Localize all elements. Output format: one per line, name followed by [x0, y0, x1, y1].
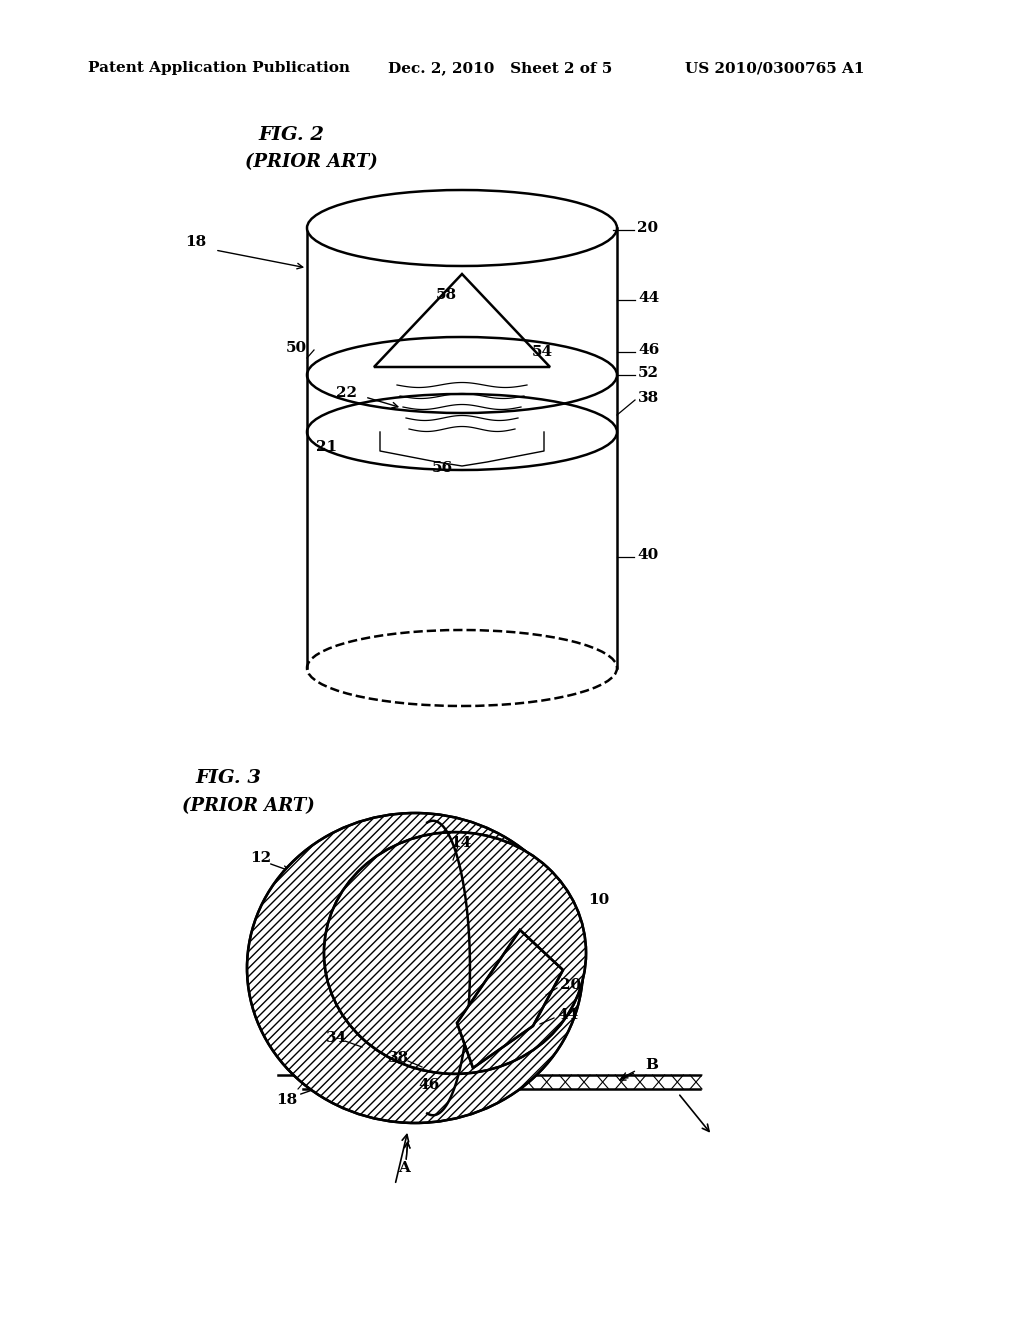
- Text: FIG. 2: FIG. 2: [258, 125, 324, 144]
- Text: 40: 40: [637, 548, 658, 562]
- Text: 34: 34: [326, 1031, 347, 1045]
- Text: (PRIOR ART): (PRIOR ART): [182, 797, 314, 814]
- Ellipse shape: [324, 832, 586, 1074]
- Text: B: B: [645, 1059, 658, 1072]
- Text: Patent Application Publication: Patent Application Publication: [88, 61, 350, 75]
- Text: FIG. 3: FIG. 3: [195, 770, 261, 787]
- Text: 44: 44: [638, 290, 659, 305]
- Text: 46: 46: [638, 343, 659, 356]
- Text: 12: 12: [250, 851, 271, 865]
- Text: 46: 46: [418, 1078, 439, 1092]
- Text: 20: 20: [560, 978, 582, 993]
- Polygon shape: [457, 931, 563, 1068]
- Text: 10: 10: [588, 894, 609, 907]
- Ellipse shape: [247, 813, 583, 1123]
- Text: 38: 38: [388, 1051, 410, 1065]
- Text: 52: 52: [638, 366, 659, 380]
- Text: 18: 18: [276, 1093, 297, 1107]
- Text: 18: 18: [185, 235, 206, 249]
- Text: (PRIOR ART): (PRIOR ART): [245, 153, 378, 172]
- Text: US 2010/0300765 A1: US 2010/0300765 A1: [685, 61, 864, 75]
- Text: A: A: [398, 1162, 410, 1175]
- Text: 22: 22: [336, 385, 357, 400]
- Text: 20: 20: [637, 220, 658, 235]
- Text: Dec. 2, 2010   Sheet 2 of 5: Dec. 2, 2010 Sheet 2 of 5: [388, 61, 612, 75]
- Text: 21: 21: [316, 440, 337, 454]
- Text: 50: 50: [286, 341, 307, 355]
- Text: 44: 44: [557, 1008, 579, 1022]
- Ellipse shape: [307, 190, 617, 267]
- Text: 58: 58: [436, 288, 457, 302]
- Text: 54: 54: [532, 345, 553, 359]
- Text: 38: 38: [638, 391, 659, 405]
- Text: 14: 14: [450, 836, 471, 850]
- Text: 56: 56: [432, 461, 454, 475]
